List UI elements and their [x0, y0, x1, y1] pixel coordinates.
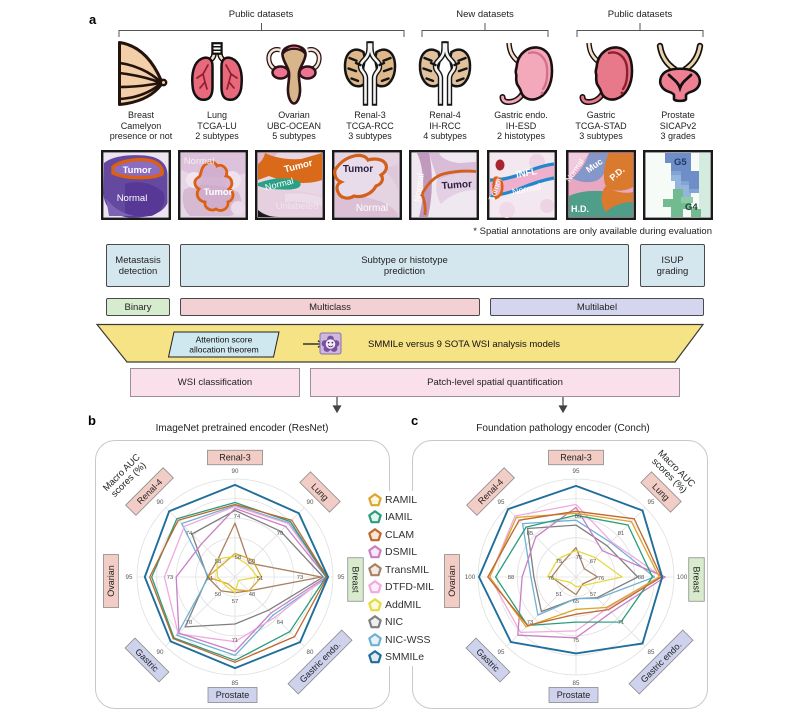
svg-text:Normal: Normal	[117, 193, 148, 204]
svg-text:58: 58	[235, 555, 241, 561]
svg-text:100: 100	[677, 574, 688, 581]
svg-text:74: 74	[234, 514, 241, 520]
svg-text:Normal: Normal	[184, 156, 215, 167]
svg-text:76: 76	[598, 576, 604, 582]
svg-text:95: 95	[573, 468, 580, 475]
svg-text:95: 95	[498, 499, 505, 506]
svg-text:Tumor: Tumor	[123, 165, 152, 176]
svg-text:81: 81	[618, 531, 624, 537]
svg-text:95: 95	[498, 649, 505, 656]
svg-text:85: 85	[573, 680, 580, 687]
svg-text:50: 50	[249, 559, 255, 565]
svg-text:90: 90	[157, 499, 164, 506]
svg-text:74: 74	[186, 531, 193, 537]
svg-text:Unlabeled: Unlabeled	[276, 201, 319, 212]
svg-text:70: 70	[186, 620, 192, 626]
svg-text:57: 57	[590, 592, 596, 598]
svg-text:90: 90	[232, 468, 239, 475]
svg-text:SMMILe versus 9 SOTA WSI analy: SMMILe versus 9 SOTA WSI analysis models	[368, 339, 560, 350]
svg-text:Attention score: Attention score	[196, 335, 253, 345]
svg-text:90: 90	[157, 649, 164, 656]
svg-text:75: 75	[556, 559, 562, 565]
svg-text:51: 51	[207, 576, 213, 582]
svg-text:85: 85	[527, 531, 533, 537]
svg-text:Ovarian: Ovarian	[106, 565, 116, 597]
svg-text:Renal-3: Renal-3	[560, 453, 592, 463]
svg-text:51: 51	[257, 576, 263, 582]
svg-text:H.D.: H.D.	[571, 204, 589, 214]
svg-text:Normal: Normal	[356, 203, 388, 214]
svg-text:Tumor: Tumor	[204, 187, 233, 198]
svg-text:71: 71	[232, 638, 238, 644]
svg-text:Prostate: Prostate	[216, 690, 250, 700]
svg-text:76: 76	[548, 576, 554, 582]
svg-text:allocation theorem: allocation theorem	[189, 345, 258, 355]
svg-text:Breast: Breast	[350, 566, 360, 593]
svg-text:73: 73	[167, 575, 173, 581]
svg-text:85: 85	[575, 514, 581, 520]
svg-text:Tumor: Tumor	[441, 179, 472, 192]
svg-text:50: 50	[215, 592, 221, 598]
svg-text:58: 58	[215, 559, 221, 565]
svg-text:G4: G4	[685, 202, 698, 213]
svg-text:95: 95	[338, 574, 345, 581]
svg-text:90: 90	[307, 499, 314, 506]
svg-text:G5: G5	[674, 157, 687, 168]
svg-text:INFL: INFL	[515, 166, 538, 181]
svg-text:Tumor: Tumor	[343, 164, 373, 175]
svg-text:73: 73	[527, 620, 533, 626]
svg-text:65: 65	[573, 599, 579, 605]
svg-text:Breast: Breast	[691, 566, 701, 593]
svg-text:73: 73	[297, 575, 303, 581]
svg-text:88: 88	[508, 575, 514, 581]
svg-text:48: 48	[249, 592, 255, 598]
svg-text:85: 85	[232, 680, 239, 687]
svg-text:Ovarian: Ovarian	[447, 565, 457, 597]
svg-text:67: 67	[590, 559, 596, 565]
svg-text:100: 100	[465, 574, 476, 581]
svg-text:70: 70	[277, 531, 283, 537]
svg-text:Renal-3: Renal-3	[219, 453, 251, 463]
svg-text:95: 95	[648, 499, 655, 506]
svg-text:64: 64	[277, 620, 284, 626]
svg-text:Prostate: Prostate	[557, 690, 591, 700]
svg-text:75: 75	[573, 638, 579, 644]
svg-text:95: 95	[126, 574, 133, 581]
svg-text:51: 51	[556, 592, 562, 598]
svg-text:75: 75	[576, 555, 582, 561]
svg-text:88: 88	[638, 575, 644, 581]
svg-text:57: 57	[232, 599, 238, 605]
svg-text:80: 80	[307, 649, 314, 656]
svg-text:71: 71	[618, 620, 624, 626]
svg-text:Normal: Normal	[412, 173, 426, 203]
svg-text:85: 85	[648, 649, 655, 656]
